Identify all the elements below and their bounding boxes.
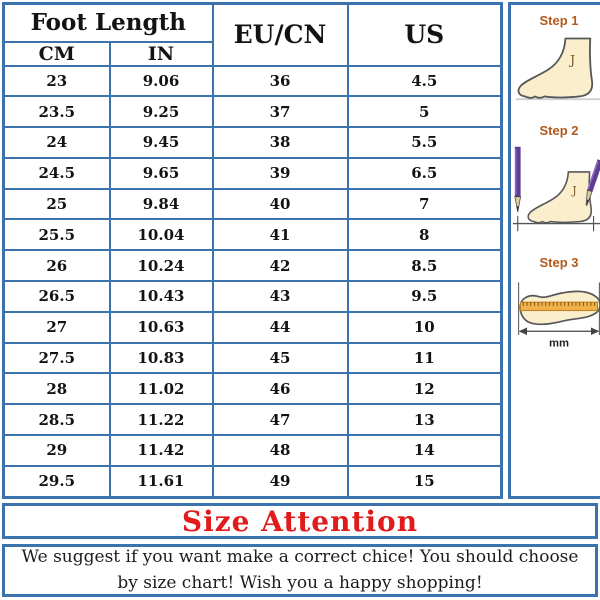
cell-in: 11.02 — [108, 372, 214, 406]
cell-us: 5.5 — [346, 126, 503, 159]
main-row: Foot Length EU/CN US CM IN 23 9.06 36 4.5 23… — [2, 2, 600, 499]
cell-cm: 27 — [2, 310, 111, 344]
suggestion-message-text: We suggest if you want make a correct ch… — [21, 547, 579, 593]
cell-cm: 27.5 — [2, 341, 111, 375]
cell-us: 12 — [346, 372, 503, 406]
step1-label: Step 1 — [539, 13, 579, 28]
cell-eu: 44 — [211, 310, 349, 344]
table-row: 24 9.45 38 5.5 — [2, 126, 503, 159]
cell-in: 9.06 — [108, 64, 214, 98]
cell-eu: 37 — [211, 95, 349, 129]
cell-eu: 43 — [211, 280, 349, 313]
cell-in: 9.84 — [108, 187, 214, 221]
header-cm: CM — [2, 40, 111, 67]
cell-in: 10.63 — [108, 310, 214, 344]
header-in: IN — [108, 40, 214, 67]
cell-in: 9.25 — [108, 95, 214, 129]
cell-eu: 41 — [211, 218, 349, 252]
cell-cm: 26.5 — [2, 280, 111, 313]
size-attention-title: Size Attention — [181, 504, 419, 538]
cell-us: 7 — [346, 187, 503, 221]
cell-cm: 28 — [2, 372, 111, 406]
cell-eu: 40 — [211, 187, 349, 221]
cell-cm: 26 — [2, 249, 111, 283]
table-row: 27.5 10.83 45 11 — [2, 341, 503, 375]
size-table-head: Foot Length EU/CN US CM IN — [2, 2, 503, 67]
header-foot-length: Foot Length — [2, 2, 214, 43]
cell-us: 8 — [346, 218, 503, 252]
size-attention-banner: Size Attention — [2, 503, 598, 539]
table-row: 24.5 9.65 39 6.5 — [2, 156, 503, 190]
cell-us: 8.5 — [346, 249, 503, 283]
size-table-body: 23 9.06 36 4.5 23.5 9.25 37 5 24 9.45 38 5.5 24.5 9.6… — [2, 64, 503, 499]
cell-us: 6.5 — [346, 156, 503, 190]
foot-sole-ruler-icon: mm — [518, 282, 600, 349]
table-row: 28.5 11.22 47 13 — [2, 403, 503, 437]
cell-us: 15 — [346, 464, 503, 499]
cell-in: 11.22 — [108, 403, 214, 437]
svg-text:J: J — [571, 184, 576, 197]
header-row-1: Foot Length EU/CN US — [2, 2, 503, 67]
cell-eu: 46 — [211, 372, 349, 406]
cell-in: 10.83 — [108, 341, 214, 375]
cell-in: 10.04 — [108, 218, 214, 252]
cell-in: 9.45 — [108, 126, 214, 159]
table-row: 29.5 11.61 49 15 — [2, 464, 503, 499]
cell-cm: 28.5 — [2, 403, 111, 437]
cell-cm: 24 — [2, 126, 111, 159]
cell-cm: 25.5 — [2, 218, 111, 252]
cell-us: 14 — [346, 434, 503, 467]
size-table: Foot Length EU/CN US CM IN 23 9.06 36 4.5 23… — [2, 2, 503, 499]
mm-unit-label: mm — [549, 337, 569, 349]
cell-cm: 23 — [2, 64, 111, 98]
foot-length-measure-icon: J — [512, 146, 600, 232]
cell-us: 9.5 — [346, 280, 503, 313]
table-row: 26.5 10.43 43 9.5 — [2, 280, 503, 313]
cell-eu: 36 — [211, 64, 349, 98]
table-row: 29 11.42 48 14 — [2, 434, 503, 467]
cell-cm: 23.5 — [2, 95, 111, 129]
cell-us: 11 — [346, 341, 503, 375]
cell-eu: 39 — [211, 156, 349, 190]
cell-us: 4.5 — [346, 64, 503, 98]
cell-cm: 29 — [2, 434, 111, 467]
cell-in: 10.43 — [108, 280, 214, 313]
measurement-steps-panel: Step 1 J Step 2 J — [508, 2, 600, 499]
cell-in: 9.65 — [108, 156, 214, 190]
step2-label: Step 2 — [539, 123, 579, 138]
table-row: 26 10.24 42 8.5 — [2, 249, 503, 283]
cell-in: 11.42 — [108, 434, 214, 467]
table-row: 28 11.02 46 12 — [2, 372, 503, 406]
cell-in: 11.61 — [108, 464, 214, 499]
cell-eu: 48 — [211, 434, 349, 467]
header-us: US — [346, 2, 503, 67]
cell-us: 5 — [346, 95, 503, 129]
table-row: 23 9.06 36 4.5 — [2, 64, 503, 98]
table-row: 25 9.84 40 7 — [2, 187, 503, 221]
table-row: 23.5 9.25 37 5 — [2, 95, 503, 129]
table-row: 27 10.63 44 10 — [2, 310, 503, 344]
cell-us: 13 — [346, 403, 503, 437]
cell-eu: 38 — [211, 126, 349, 159]
svg-text:J: J — [568, 53, 575, 68]
suggestion-message-box: We suggest if you want make a correct ch… — [2, 544, 598, 597]
header-row-2: CM IN — [2, 40, 502, 67]
cell-eu: 42 — [211, 249, 349, 283]
cell-eu: 45 — [211, 341, 349, 375]
cell-us: 10 — [346, 310, 503, 344]
cell-cm: 24.5 — [2, 156, 111, 190]
step3-label: Step 3 — [539, 255, 579, 270]
cell-cm: 25 — [2, 187, 111, 221]
cell-in: 10.24 — [108, 249, 214, 283]
foot-side-view-icon: J — [515, 37, 600, 101]
table-row: 25.5 10.04 41 8 — [2, 218, 503, 252]
header-eu-cn: EU/CN — [211, 2, 349, 67]
cell-eu: 49 — [211, 464, 349, 499]
cell-cm: 29.5 — [2, 464, 111, 499]
cell-eu: 47 — [211, 403, 349, 437]
